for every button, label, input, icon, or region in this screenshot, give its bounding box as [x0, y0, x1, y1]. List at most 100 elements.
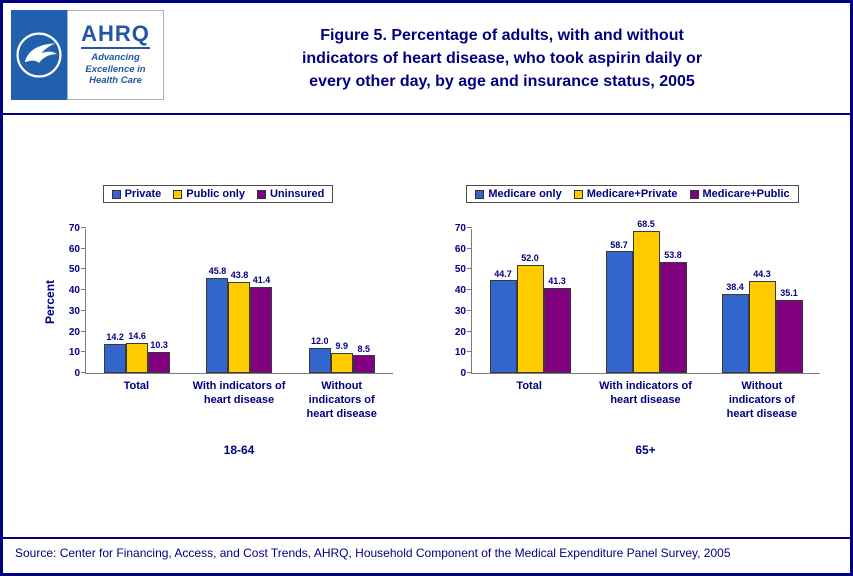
legend: Medicare only Medicare+Private Medicare+Pu… — [466, 185, 799, 203]
bar — [489, 280, 517, 373]
header-divider — [3, 113, 850, 115]
y-tick-mark — [467, 309, 472, 311]
bar — [352, 355, 375, 373]
bar-group: 14.2 14.6 10.3 — [86, 229, 188, 373]
ahrq-tagline-line: Excellence in — [85, 63, 146, 75]
y-tick-label: 10 — [454, 347, 466, 359]
plot-area: 44.7 52.0 41.3 58.7 68.5 53.8 38.4 44.3 35.1 — [467, 219, 820, 374]
y-tick-label: 70 — [68, 223, 80, 234]
legend-label: Public only — [186, 188, 245, 200]
bar-value-label: 43.8 — [230, 270, 249, 281]
y-tick-mark — [81, 372, 86, 373]
y-axis-title: Percent — [43, 279, 57, 324]
legend-item: Uninsured — [256, 188, 325, 200]
y-tick-label: 20 — [68, 326, 80, 338]
bar-cell: 35.1 — [775, 229, 803, 373]
y-tick-mark — [467, 268, 472, 270]
y-tick-mark — [467, 247, 472, 249]
bar-value-label: 35.1 — [780, 288, 798, 299]
bar-cell: 14.2 — [104, 229, 127, 373]
bar — [126, 342, 149, 373]
plot-column: 44.7 52.0 41.3 58.7 68.5 53.8 38.4 44.3 35.1 Tot… — [467, 219, 820, 457]
bar-value-label: 44.3 — [753, 269, 771, 280]
bar-cell: 41.3 — [543, 229, 571, 373]
bar-cell: 8.5 — [352, 229, 375, 373]
legend-swatch — [111, 189, 121, 199]
bar-cell: 53.8 — [659, 229, 687, 373]
bar — [605, 251, 633, 373]
bar — [516, 265, 544, 373]
x-labels: Total With indicators of heart disease With… — [471, 380, 820, 421]
plot-column: 14.2 14.6 10.3 45.8 43.8 41.4 12.0 9.9 8.5 Total… — [81, 227, 393, 457]
y-tick-label: 40 — [68, 285, 80, 297]
bar-cell: 10.3 — [148, 229, 171, 373]
bar-value-label: 41.3 — [548, 275, 566, 286]
chart-65-plus: Medicare only Medicare+Private Medicare+Pu… — [445, 185, 820, 457]
ahrq-acronym: AHRQ — [81, 22, 150, 49]
hhs-logo — [11, 10, 67, 100]
bar-cell: 41.4 — [250, 229, 273, 373]
bar — [775, 300, 803, 373]
y-tick-mark — [81, 247, 86, 249]
y-tick-mark — [81, 330, 86, 332]
legend-swatch — [689, 189, 699, 199]
footer: Source: Center for Financing, Access, an… — [3, 537, 850, 573]
y-tick-mark — [467, 227, 472, 228]
bar — [543, 287, 571, 373]
y-tick-label: 0 — [74, 368, 80, 379]
bar — [104, 343, 127, 373]
bar-group: 45.8 43.8 41.4 — [188, 229, 290, 373]
y-tick-label: 20 — [454, 326, 466, 338]
bar-cell: 9.9 — [330, 229, 353, 373]
bar-cell: 43.8 — [228, 229, 251, 373]
plot-area: 14.2 14.6 10.3 45.8 43.8 41.4 12.0 9.9 8.5 — [81, 227, 393, 374]
category-label-text: Without indicators of heart disease — [306, 380, 377, 420]
footer-divider — [3, 537, 850, 539]
header: AHRQ Advancing Excellence in Health Care… — [3, 3, 850, 113]
chart-18-64: Private Public only Uninsured Percent 0 10 2… — [43, 185, 393, 457]
bar — [632, 231, 660, 373]
bar-value-label: 44.7 — [494, 268, 512, 279]
bar-cell: 44.7 — [489, 229, 517, 373]
legend-item: Medicare+Private — [573, 188, 678, 200]
bar-cell: 68.5 — [632, 219, 660, 373]
bar-group: 12.0 9.9 8.5 — [291, 229, 393, 373]
category-label-text: Total — [123, 380, 150, 392]
legend-label: Uninsured — [269, 188, 325, 200]
y-tick-label: 60 — [68, 243, 80, 255]
bar-cell: 58.7 — [605, 229, 633, 373]
legend-label: Medicare+Private — [586, 188, 678, 200]
y-tick-label: 50 — [68, 264, 80, 276]
legend-swatch — [573, 189, 583, 199]
bar — [148, 351, 171, 373]
y-tick-mark — [467, 289, 472, 291]
bar-group: 38.4 44.3 35.1 — [704, 229, 820, 373]
category-label-text: With indicators of heart disease — [192, 380, 286, 406]
y-tick-mark — [81, 309, 86, 311]
bar — [659, 261, 687, 373]
title-line: every other day, by age and insurance st… — [309, 73, 695, 91]
legend-item: Private — [111, 188, 161, 200]
legend-label: Medicare+Public — [702, 188, 790, 200]
hhs-eagle-icon — [16, 32, 62, 78]
category-label: With indicators of heart disease — [188, 380, 291, 421]
bar-value-label: 45.8 — [208, 266, 227, 277]
bar — [250, 287, 273, 373]
category-label: Without indicators of heart disease — [704, 380, 820, 421]
bar-cell: 52.0 — [516, 229, 544, 373]
chart-body: 0 10 20 30 40 50 60 70 44.7 52.0 41.3 58.7 68.5 53.8… — [445, 219, 820, 457]
y-tick-label: 50 — [454, 264, 466, 276]
bar — [330, 352, 353, 373]
legend-swatch — [256, 189, 266, 199]
y-tick-mark — [467, 330, 472, 332]
bar-group: 58.7 68.5 53.8 — [588, 219, 704, 373]
bar-value-label: 10.3 — [150, 339, 168, 350]
y-tick-label: 10 — [68, 347, 80, 359]
y-tick-label: 60 — [454, 243, 466, 255]
y-tick-label: 30 — [68, 305, 80, 317]
legend-item: Public only — [173, 188, 245, 200]
bar — [206, 278, 229, 373]
legend-swatch — [173, 189, 183, 199]
title-line: indicators of heart disease, who took as… — [301, 50, 703, 68]
